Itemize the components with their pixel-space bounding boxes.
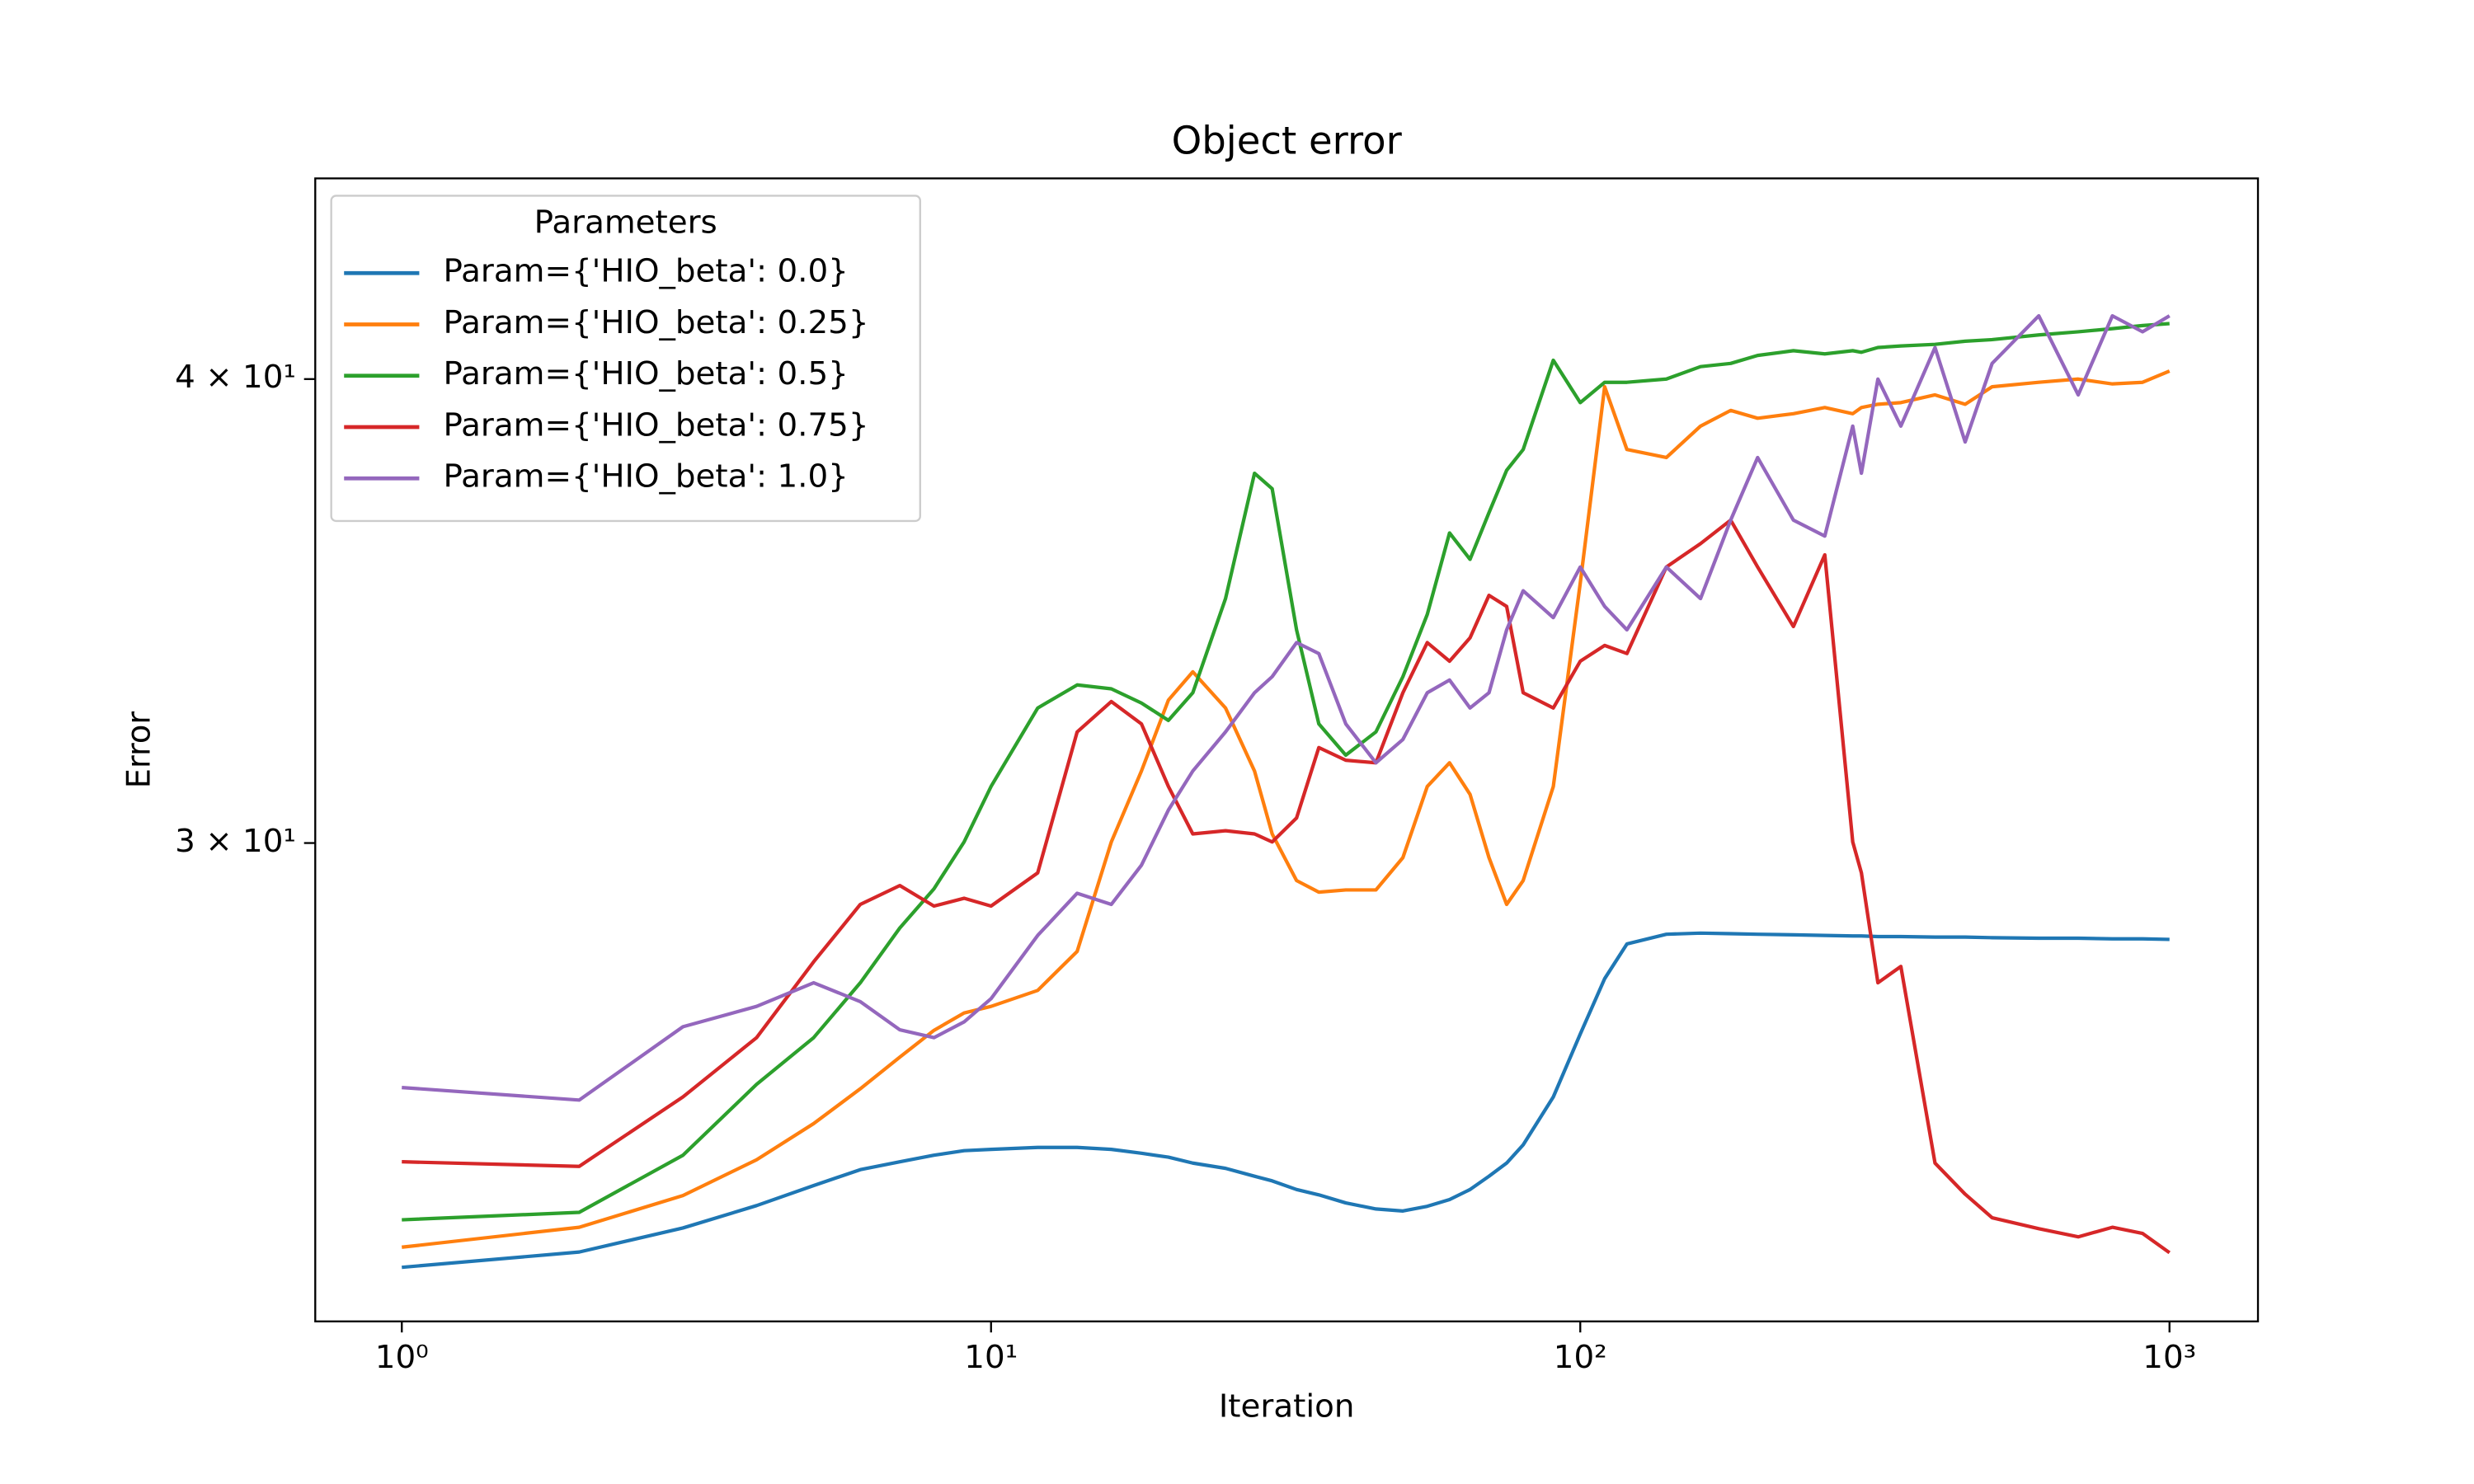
plot-frame: [314, 177, 2260, 1322]
legend-title: Parameters: [534, 204, 717, 242]
legend-box: [330, 195, 921, 523]
legend: Parameters Param={'HIO_beta': 0.0} Param={…: [330, 195, 921, 523]
legend-label: Param={'HIO_beta': 0.75}: [444, 407, 869, 444]
x-tick-label: 10⁰: [375, 1339, 429, 1376]
series-line: [402, 518, 2171, 1255]
y-tick-label: 3 × 10¹: [175, 823, 296, 860]
legend-label: Param={'HIO_beta': 0.0}: [444, 253, 849, 290]
legend-label: Param={'HIO_beta': 0.5}: [444, 355, 849, 392]
x-axis-label: Iteration: [1219, 1388, 1355, 1425]
series-line: [402, 931, 2170, 1270]
x-tick-label: 10²: [1554, 1339, 1607, 1376]
x-tick-label: 10¹: [964, 1339, 1018, 1376]
series-line: [402, 313, 2171, 1102]
x-tick-label: 10³: [2142, 1339, 2196, 1376]
series-line: [402, 322, 2170, 1222]
legend-label: Param={'HIO_beta': 1.0}: [444, 458, 849, 495]
chart-title: Object error: [1172, 119, 1403, 163]
legend-label: Param={'HIO_beta': 0.25}: [444, 304, 869, 341]
y-tick-label: 4 × 10¹: [175, 359, 296, 396]
y-axis-label: Error: [120, 711, 158, 788]
